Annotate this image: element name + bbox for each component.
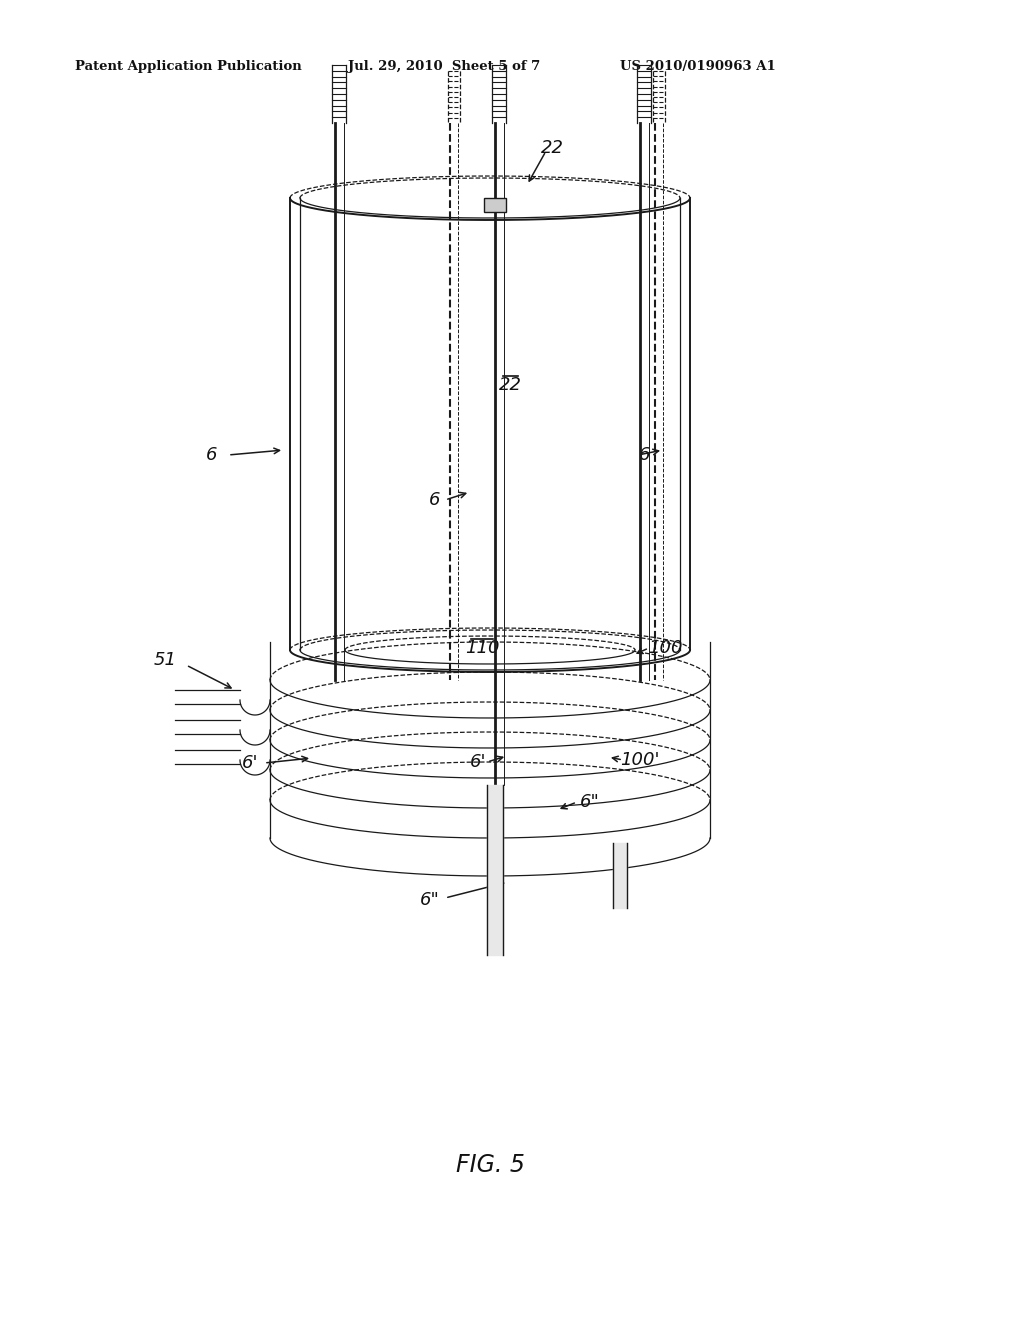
Bar [484, 198, 506, 213]
Text: 6: 6 [639, 446, 650, 465]
Text: 22: 22 [541, 139, 563, 157]
Text: 6': 6' [470, 752, 486, 771]
Text: 100: 100 [648, 639, 682, 657]
Text: 100': 100' [621, 751, 659, 770]
Text: 6: 6 [206, 446, 218, 465]
Text: 110: 110 [465, 639, 500, 657]
Text: 22: 22 [499, 376, 521, 393]
Text: FIG. 5: FIG. 5 [456, 1152, 524, 1177]
Text: Jul. 29, 2010  Sheet 5 of 7: Jul. 29, 2010 Sheet 5 of 7 [348, 59, 541, 73]
Text: 51: 51 [154, 651, 176, 669]
Text: Patent Application Publication: Patent Application Publication [75, 59, 302, 73]
Text: 6: 6 [429, 491, 440, 510]
Text: 6": 6" [420, 891, 440, 909]
Text: 6': 6' [242, 754, 258, 772]
Text: 6": 6" [581, 793, 600, 810]
Text: US 2010/0190963 A1: US 2010/0190963 A1 [620, 59, 776, 73]
